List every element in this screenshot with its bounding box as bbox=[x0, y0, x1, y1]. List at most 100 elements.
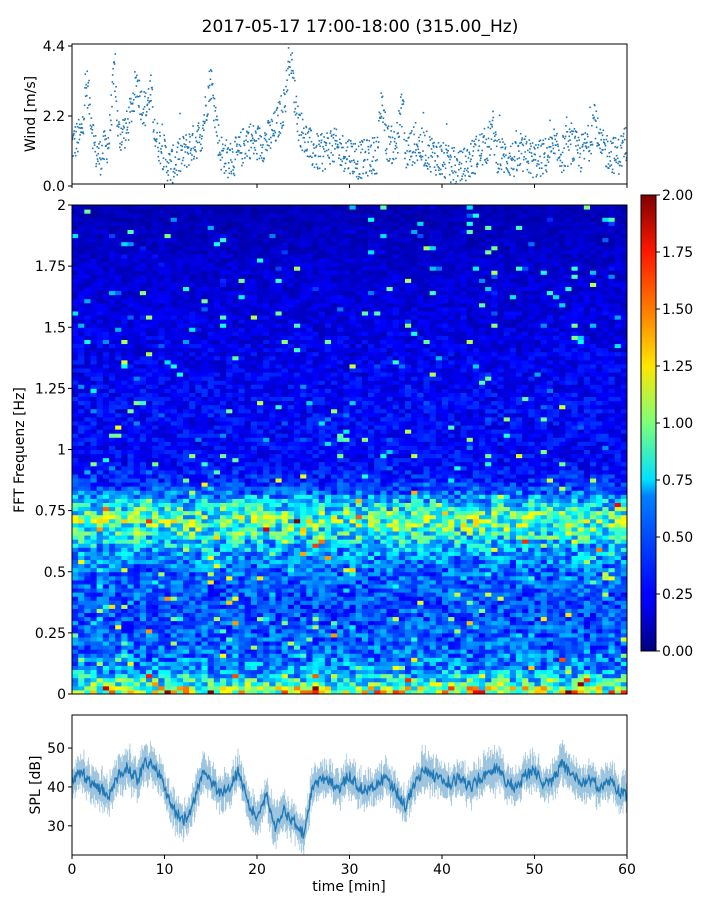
wind-point bbox=[579, 152, 582, 155]
spectrogram-cell bbox=[102, 225, 110, 230]
spectrogram-cell bbox=[146, 632, 153, 638]
wind-point bbox=[602, 129, 605, 132]
spectrogram-cell bbox=[102, 404, 110, 410]
wind-point bbox=[590, 152, 592, 155]
spectrogram-cell bbox=[84, 237, 91, 243]
wind-point bbox=[204, 120, 206, 123]
spectrogram-cell bbox=[201, 388, 209, 393]
wind-point bbox=[79, 123, 81, 126]
spectrogram-cell bbox=[164, 355, 172, 361]
wind-point bbox=[527, 162, 530, 165]
spectrogram-cell bbox=[158, 685, 165, 691]
spectrogram-cell bbox=[158, 298, 165, 304]
wind-point bbox=[581, 145, 584, 148]
wind-point bbox=[599, 151, 602, 153]
spectrogram-cell bbox=[152, 600, 159, 605]
wind-point bbox=[227, 147, 229, 149]
spectrogram-cell bbox=[170, 473, 178, 479]
wind-point bbox=[522, 144, 525, 147]
spectrogram-cell bbox=[115, 347, 122, 353]
spectrogram-cell bbox=[96, 310, 104, 316]
wind-point bbox=[201, 127, 204, 130]
spectrogram-cell bbox=[152, 363, 159, 369]
spectrogram-cell bbox=[102, 583, 110, 589]
wind-point bbox=[360, 151, 362, 154]
spectrogram-cell bbox=[238, 641, 246, 646]
spectrogram-cell bbox=[146, 221, 153, 226]
spectrogram-cell bbox=[189, 612, 196, 618]
spectrogram-cell bbox=[213, 253, 221, 259]
wind-point bbox=[273, 134, 275, 137]
spectrogram-cell bbox=[170, 286, 178, 292]
spectrogram-cell bbox=[158, 420, 165, 426]
wind-point bbox=[614, 146, 616, 148]
wind-point bbox=[443, 175, 446, 178]
wind-point bbox=[301, 149, 304, 152]
spectrogram-cell bbox=[164, 535, 172, 540]
spectrogram-cell bbox=[109, 249, 116, 255]
spectrogram-cell bbox=[238, 339, 246, 345]
spectrogram-cell bbox=[90, 380, 98, 385]
spectrogram-cell bbox=[238, 323, 246, 328]
spectrogram-cell bbox=[152, 274, 159, 279]
spectrogram-cell bbox=[84, 384, 91, 389]
spectrogram-cell bbox=[109, 241, 116, 247]
spectrogram-cell bbox=[220, 632, 227, 638]
spectrogram-cell bbox=[158, 535, 165, 540]
spectrogram-cell bbox=[109, 526, 116, 532]
spectrogram-cell bbox=[158, 445, 165, 450]
spectrogram-cell bbox=[109, 282, 116, 287]
spectrogram-cell bbox=[207, 632, 215, 638]
spectrogram-cell bbox=[96, 249, 104, 255]
spectrogram-cell bbox=[96, 441, 104, 446]
wind-point bbox=[147, 97, 150, 99]
wind-point bbox=[287, 67, 289, 70]
spectrogram-cell bbox=[158, 245, 165, 251]
spectrogram-cell bbox=[238, 669, 246, 675]
wind-point bbox=[243, 140, 245, 143]
spectrogram-cell bbox=[164, 209, 172, 214]
spectrogram-cell bbox=[220, 404, 227, 410]
spectrogram-cell bbox=[133, 445, 141, 450]
wind-point bbox=[411, 151, 414, 154]
spectrogram-cell bbox=[146, 343, 153, 349]
spectrogram-cell bbox=[176, 290, 184, 296]
spectrogram-cell bbox=[102, 384, 110, 389]
spectrogram-cell bbox=[238, 420, 246, 426]
spectrogram-cell bbox=[158, 294, 165, 300]
spectrogram-cell bbox=[226, 229, 233, 235]
spectrogram-cell bbox=[201, 278, 209, 283]
wind-point bbox=[422, 131, 425, 134]
wind-point bbox=[96, 158, 99, 160]
spectrogram-cell bbox=[232, 257, 239, 263]
wind-point bbox=[241, 157, 244, 160]
wind-point bbox=[135, 85, 138, 87]
spectrogram-cell bbox=[127, 632, 135, 638]
wind-point bbox=[513, 155, 516, 158]
spectrogram-cell bbox=[127, 392, 135, 398]
spectrogram-cell bbox=[96, 473, 104, 479]
spectrogram-cell bbox=[189, 290, 196, 296]
spectrogram-cell bbox=[244, 384, 252, 389]
spectrogram-cell bbox=[133, 685, 141, 691]
spectrogram-cell bbox=[152, 636, 159, 642]
spectrogram-cell bbox=[109, 306, 116, 312]
spectrogram-cell bbox=[220, 331, 227, 336]
wind-point bbox=[95, 165, 97, 168]
wind-point bbox=[186, 146, 188, 148]
spectrogram-cell bbox=[102, 221, 110, 226]
spectrogram-cell bbox=[201, 620, 209, 626]
spectrogram-cell bbox=[213, 213, 221, 218]
wind-point bbox=[462, 173, 465, 175]
wind-point bbox=[585, 142, 587, 144]
wind-point bbox=[72, 134, 75, 136]
spectrogram-cell bbox=[232, 306, 239, 312]
spectrogram-cell bbox=[146, 685, 153, 691]
spectrogram-cell bbox=[72, 302, 79, 308]
spectrogram-cell bbox=[96, 506, 104, 512]
wind-point bbox=[119, 146, 121, 149]
spectrogram-cell bbox=[195, 539, 202, 544]
wind-point bbox=[277, 114, 279, 117]
spectrogram-cell bbox=[176, 437, 184, 442]
spectrogram-cell bbox=[158, 588, 165, 593]
